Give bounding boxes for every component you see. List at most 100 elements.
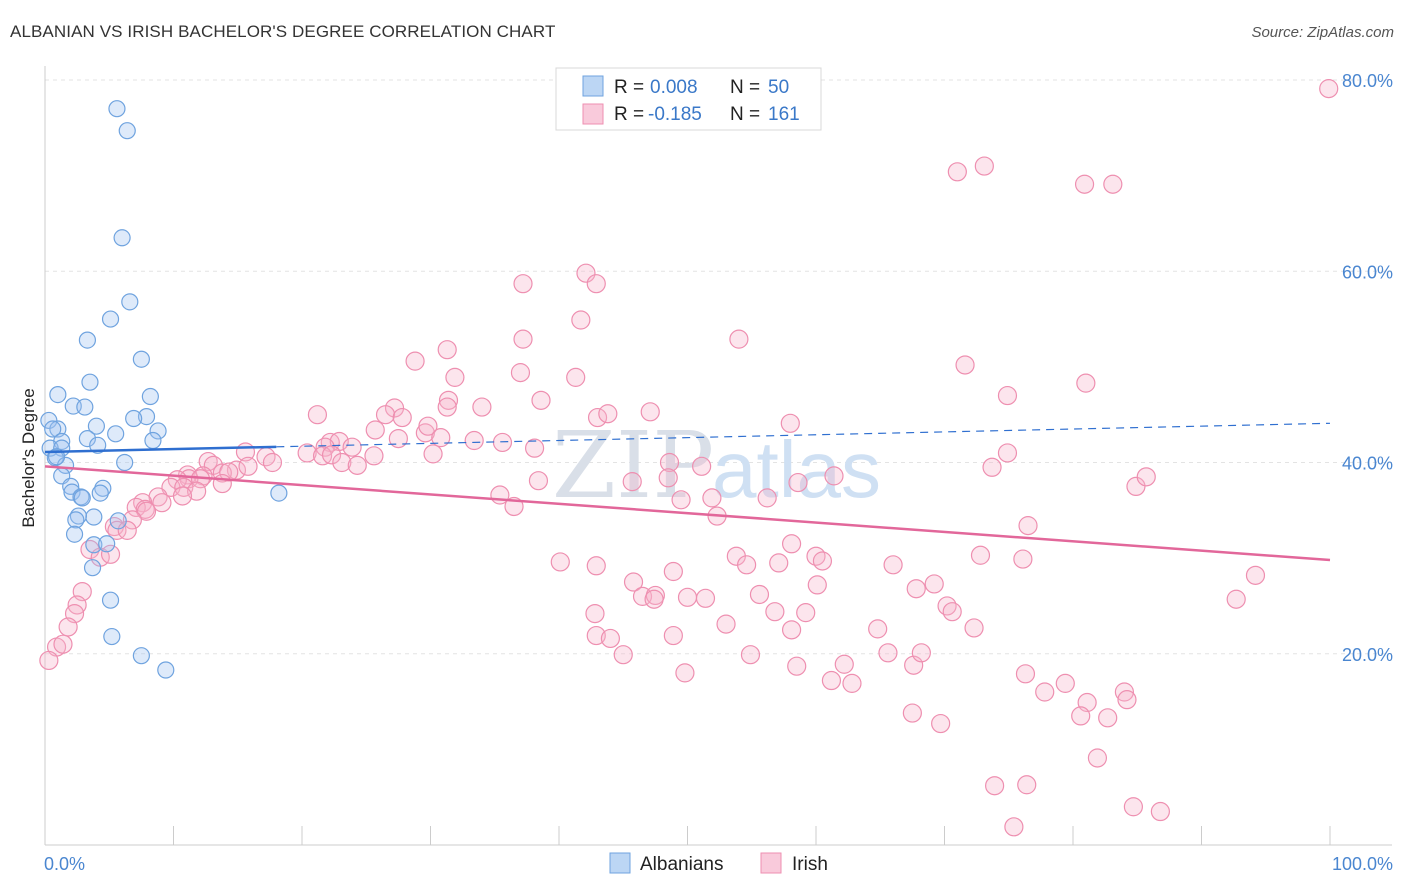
irish-point	[1114, 682, 1135, 702]
albanians-point	[83, 559, 102, 577]
watermark: ZIP atlas	[552, 412, 881, 519]
y-tick-label: 80.0%	[1342, 71, 1393, 91]
irish-point	[472, 397, 492, 417]
x-tick-label-min: 0.0%	[44, 854, 85, 874]
legend-swatch-albanians	[582, 75, 604, 97]
irish-point	[982, 457, 1002, 477]
irish-point	[765, 602, 785, 622]
irish-point	[136, 501, 157, 521]
chart-title: ALBANIAN VS IRISH BACHELOR'S DEGREE CORR…	[10, 22, 556, 41]
irish-point	[1017, 775, 1037, 795]
albanians-point	[40, 411, 58, 430]
irish-point	[1136, 467, 1156, 487]
albanians-point	[101, 591, 120, 609]
albanians-point	[116, 453, 134, 472]
albanians-point	[132, 647, 150, 665]
irish-point	[586, 274, 606, 294]
irish-point	[702, 488, 722, 508]
y-tick-labels: 20.0% 40.0% 60.0% 80.0%	[1342, 71, 1393, 665]
irish-point	[388, 428, 408, 449]
irish-point	[1319, 79, 1339, 99]
x-tick-label-max: 100.0%	[1332, 854, 1393, 874]
irish-point	[1076, 373, 1096, 393]
irish-trend-line	[44, 465, 1331, 562]
irish-point	[513, 274, 533, 294]
irish-point	[716, 614, 736, 634]
albanians-point	[85, 536, 103, 554]
irish-point	[405, 351, 425, 371]
bottom-legend-irish: Irish	[792, 854, 828, 875]
irish-point	[464, 430, 484, 451]
irish-point	[437, 397, 457, 417]
irish-point	[788, 472, 808, 493]
grid-lines	[45, 79, 1392, 655]
irish-point	[1071, 706, 1091, 726]
albanians-point	[49, 386, 67, 404]
irish-point	[623, 572, 644, 592]
irish-point	[513, 329, 533, 349]
legend-n-value-albanians: 50	[768, 77, 789, 98]
irish-point	[737, 555, 757, 575]
bottom-legend-swatch-irish	[760, 852, 782, 874]
irish-point	[677, 587, 698, 607]
trend-lines	[44, 422, 1331, 562]
albanians-trend-solid	[44, 445, 277, 454]
irish-point	[438, 390, 459, 410]
irish-point	[622, 472, 642, 492]
legend-r-label-albanians: R =	[614, 77, 644, 98]
irish-point	[1245, 565, 1266, 585]
irish-point	[781, 534, 802, 554]
irish-point	[671, 490, 691, 510]
legend-r-value-irish: -0.185	[648, 104, 702, 125]
irish-point	[1226, 589, 1246, 609]
irish-point	[375, 405, 396, 425]
irish-point	[587, 407, 608, 428]
albanians-point	[98, 535, 116, 553]
irish-point	[423, 444, 443, 464]
irish-point	[729, 329, 749, 349]
albanians-point	[101, 310, 120, 328]
legend-n-value-irish: 161	[768, 104, 800, 125]
irish-point	[787, 656, 807, 676]
albanians-point	[91, 484, 109, 502]
albanians-point	[94, 479, 112, 497]
irish-point	[955, 355, 975, 375]
irish-point	[392, 407, 412, 428]
irish-point	[262, 452, 283, 473]
irish-point	[238, 456, 258, 476]
albanians-point	[81, 373, 99, 391]
irish-point	[947, 162, 967, 182]
albanians-point	[72, 488, 90, 506]
irish-point	[600, 628, 621, 649]
irish-point	[1103, 174, 1123, 194]
irish-point	[152, 493, 172, 513]
y-axis-title: Bachelor's Degree	[19, 388, 38, 527]
series-legend: Albanians Irish	[609, 852, 828, 875]
irish-point	[510, 363, 531, 383]
irish-point	[437, 340, 457, 360]
albanians-point	[270, 484, 288, 502]
albanians-point	[78, 331, 97, 349]
albanians-point	[149, 422, 167, 440]
irish-point	[613, 645, 633, 665]
irish-point	[675, 663, 695, 683]
albanians-point	[141, 387, 159, 406]
albanians-point	[113, 229, 131, 247]
irish-point	[598, 404, 618, 424]
albanians-point	[73, 489, 91, 507]
irish-point	[342, 437, 362, 457]
irish-point	[53, 634, 73, 654]
bottom-legend-albanians: Albanians	[640, 854, 723, 875]
irish-point	[332, 452, 352, 473]
irish-point	[695, 588, 716, 608]
irish-point	[868, 619, 888, 639]
irish-point	[365, 420, 385, 440]
irish-point	[964, 618, 984, 638]
albanians-point	[144, 431, 162, 450]
irish-point	[1087, 748, 1108, 768]
irish-point	[1117, 690, 1137, 710]
irish-point	[740, 645, 761, 665]
albanians-point	[62, 477, 80, 496]
albanians-point	[103, 627, 121, 646]
